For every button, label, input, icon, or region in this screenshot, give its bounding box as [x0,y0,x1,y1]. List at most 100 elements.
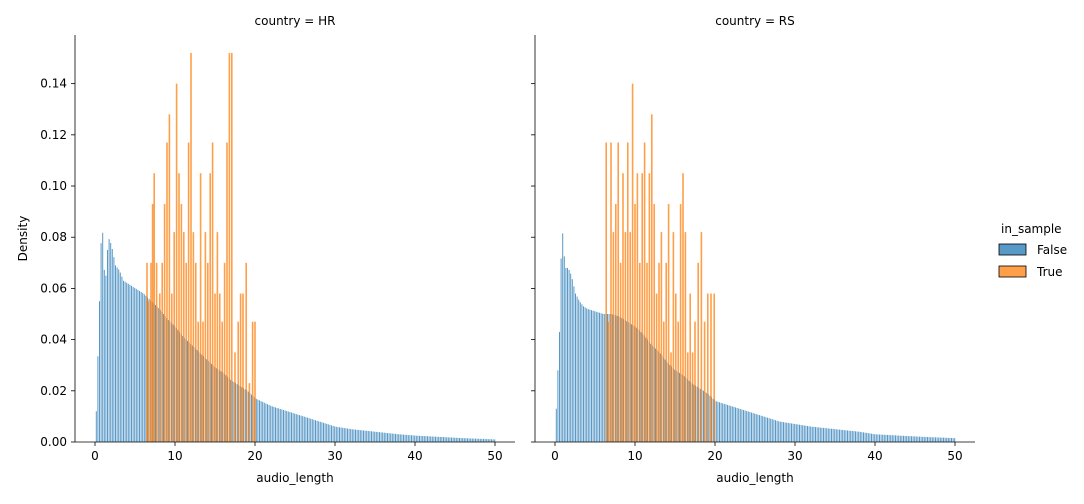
bar-false [351,429,353,442]
bar-false [799,424,800,442]
bar-false [329,424,331,442]
bar-true [651,114,653,442]
bar-false [770,418,772,442]
bars [95,52,496,442]
bar-false [126,282,128,442]
bar-false [313,419,315,442]
bar-false [119,272,121,442]
bar-false [778,421,780,442]
x-tick-label: 30 [327,449,342,463]
legend-swatch-false [998,243,1027,256]
bar-false [784,422,786,442]
bar-false [359,430,361,442]
bar-false [486,439,488,442]
bar-true [612,232,615,442]
bar-false [597,312,599,442]
bar-false [773,419,775,442]
bar-false [97,356,99,442]
panel-2: country = RS 0 10 20 30 40 50 audio_length [531,14,975,485]
bar-false [324,423,326,442]
bar-false [273,406,275,442]
bar-false [335,426,337,442]
bar-false [930,437,932,442]
bar-false [107,250,108,442]
bar-true [166,142,168,442]
bar-false [284,410,286,442]
bar-false [723,403,725,442]
bar-false [591,310,592,442]
bar-false [494,439,496,442]
bar-false [391,433,393,442]
bar-false [847,430,848,442]
bar-false [898,435,900,442]
bar-true [178,173,180,442]
bar-false [257,399,259,442]
bar-false [571,279,573,442]
bar-false [127,283,129,442]
bar-false [739,408,741,442]
bar-false [611,314,613,442]
bar-true [159,293,161,442]
bar-false [297,414,299,442]
bar-false [449,437,451,442]
bar-false [842,429,844,442]
bar-false [579,302,581,442]
bar-false [599,312,600,442]
bar-false [299,415,300,442]
bar-true [700,232,703,442]
bar-false [875,434,877,442]
bar-true [187,142,190,442]
bar-false [286,411,288,442]
bar-true [682,173,684,442]
bar-false [315,420,316,442]
bar-true [248,383,251,442]
bar-false [279,408,281,442]
bar-true [197,321,199,442]
bar-false [659,353,661,442]
bar-false [380,432,382,442]
bar-false [292,413,294,442]
bar-false [792,423,794,442]
bar-false [430,436,432,442]
x-tick-label: 10 [167,449,182,463]
bar-false [414,435,416,442]
bar-false [145,295,147,442]
bar-false [575,293,576,442]
bar-true [663,321,665,442]
bar-false [568,269,570,442]
bar-false [911,436,912,442]
bar-false [909,436,911,442]
bar-false [327,424,329,442]
bar-false [491,439,492,442]
bar-true [707,293,709,442]
bar-false [163,314,164,442]
bar-false [578,299,580,442]
bar-false [802,425,804,442]
bar-false [943,437,944,442]
bar-false [800,424,802,442]
bar-false [177,329,179,442]
bar-false [483,438,484,442]
bar-false [888,435,890,442]
bar-false [492,439,494,442]
bar-true [639,262,641,442]
bar-false [871,433,872,442]
bar-false [736,407,738,442]
bar-false [939,437,941,442]
panel-1: country = HR 0 10 20 30 40 50 0.00 0.02 0.04 0.06 0… [40,14,515,485]
bar-false [853,431,855,442]
bar-true [237,321,239,442]
bar-false [767,417,768,442]
bar-false [906,435,908,442]
bar-true [254,321,256,442]
bar-true [226,142,228,442]
bar-true [641,173,643,442]
bar-false [669,364,671,442]
bar-false [206,359,208,442]
bar-true [211,142,214,442]
bar-false [473,438,475,442]
bar-true [615,203,617,442]
legend-label-true: True [1036,265,1063,279]
